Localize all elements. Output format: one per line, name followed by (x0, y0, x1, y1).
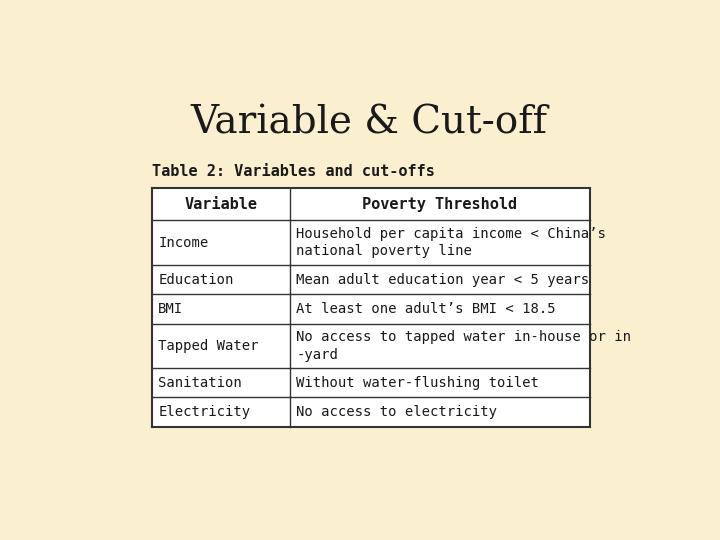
Text: Education: Education (158, 273, 233, 287)
Text: Tapped Water: Tapped Water (158, 339, 258, 353)
Text: Mean adult education year < 5 years: Mean adult education year < 5 years (296, 273, 589, 287)
Text: Household per capita income < China’s
national poverty line: Household per capita income < China’s na… (296, 227, 606, 258)
Text: Sanitation: Sanitation (158, 376, 242, 390)
Text: No access to electricity: No access to electricity (296, 405, 497, 419)
Text: At least one adult’s BMI < 18.5: At least one adult’s BMI < 18.5 (296, 302, 556, 316)
Text: Electricity: Electricity (158, 405, 251, 419)
Text: Without water-flushing toilet: Without water-flushing toilet (296, 376, 539, 390)
Text: Income: Income (158, 235, 209, 249)
Text: Variable & Cut-off: Variable & Cut-off (191, 104, 547, 141)
Text: Table 2: Variables and cut-offs: Table 2: Variables and cut-offs (152, 164, 435, 179)
Text: BMI: BMI (158, 302, 184, 316)
Text: Variable: Variable (184, 197, 258, 212)
Text: No access to tapped water in-house or in
-yard: No access to tapped water in-house or in… (296, 330, 631, 361)
Text: Poverty Threshold: Poverty Threshold (362, 197, 518, 212)
